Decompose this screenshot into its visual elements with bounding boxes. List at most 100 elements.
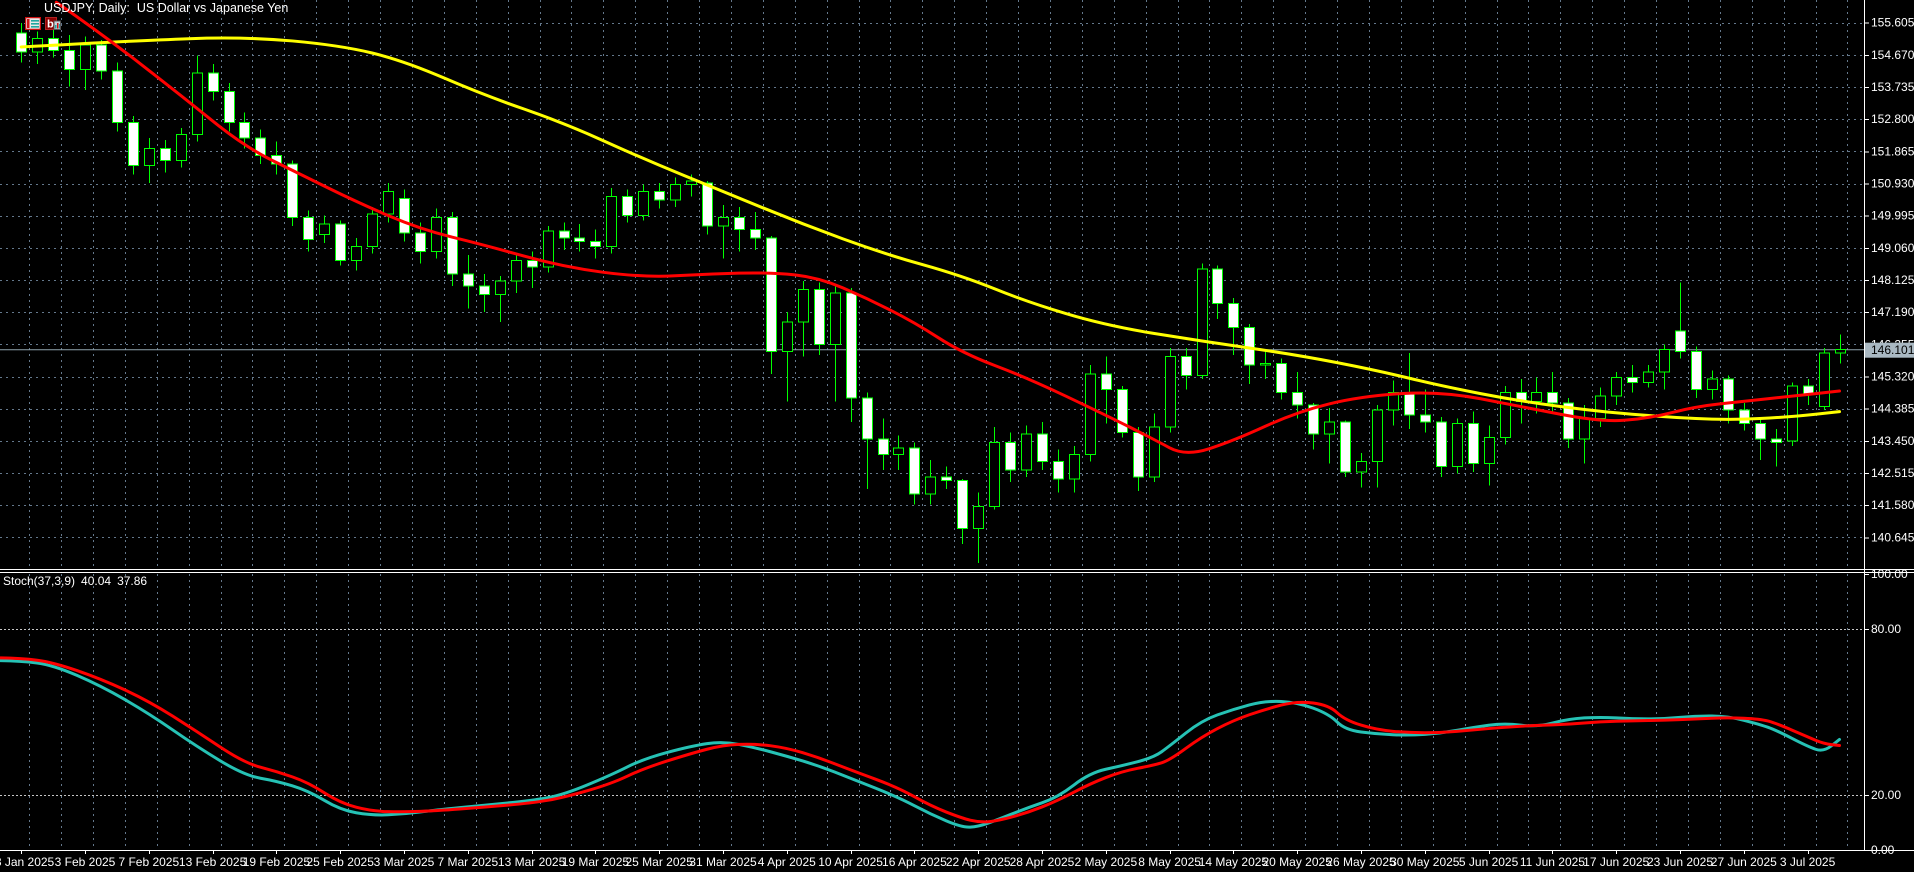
date-label[interactable]: 14 May 2025 — [1199, 855, 1269, 869]
candle-body — [367, 213, 378, 248]
candle-body — [1436, 421, 1447, 468]
date-label[interactable]: 30 May 2025 — [1390, 855, 1460, 869]
ma_fast_red-line — [54, 0, 1841, 454]
candle-body — [64, 49, 75, 70]
candle-body — [1356, 461, 1367, 473]
price-tick-label[interactable]: 140.645 — [1871, 530, 1914, 544]
date-label[interactable]: 22 Apr 2025 — [946, 855, 1011, 869]
candle-body — [941, 476, 952, 481]
date-label[interactable]: 13 Mar 2025 — [498, 855, 566, 869]
date-label[interactable]: 31 Mar 2025 — [689, 855, 757, 869]
candle-body — [1659, 349, 1670, 373]
price-tick-label[interactable]: 154.670 — [1871, 48, 1914, 62]
date-label[interactable]: 3 Jul 2025 — [1780, 855, 1836, 869]
candle-body — [893, 447, 904, 456]
candle-body — [463, 273, 474, 287]
candle-body — [989, 442, 1000, 507]
price-tick-label[interactable]: 149.995 — [1871, 209, 1914, 223]
chart-plot-area[interactable] — [0, 0, 1864, 850]
date-label[interactable]: 11 Jun 2025 — [1520, 855, 1585, 869]
date-label[interactable]: 5 Jun 2025 — [1459, 855, 1519, 869]
price-tick-label[interactable]: 145.320 — [1871, 370, 1914, 384]
date-label[interactable]: 3 Mar 2025 — [374, 855, 435, 869]
date-label[interactable]: 25 Mar 2025 — [626, 855, 694, 869]
price-tick-label[interactable]: 152.800 — [1871, 112, 1914, 126]
date-label[interactable]: 17 Jun 2025 — [1583, 855, 1649, 869]
candle-body — [1149, 426, 1160, 478]
date-label[interactable]: 19 Feb 2025 — [243, 855, 311, 869]
price-tick-label[interactable]: 153.735 — [1871, 80, 1914, 94]
price-tick-label[interactable]: 151.865 — [1871, 144, 1914, 158]
candle-body — [1531, 392, 1542, 402]
date-label[interactable]: 2 May 2025 — [1074, 855, 1137, 869]
price-tick-label[interactable]: 149.060 — [1871, 241, 1914, 255]
candle-body — [654, 190, 665, 201]
indicator-tick-label[interactable]: 20.00 — [1871, 788, 1901, 802]
price-tick-label[interactable]: 150.930 — [1871, 177, 1914, 191]
candle-body — [447, 216, 458, 275]
date-label[interactable]: 4 Apr 2025 — [758, 855, 816, 869]
date-label[interactable]: 3 Feb 2025 — [55, 855, 116, 869]
candle-body — [814, 289, 825, 346]
date-label[interactable]: 23 Jun 2025 — [1647, 855, 1713, 869]
indicators-list-icon[interactable] — [4, 2, 42, 31]
candle-body — [1324, 421, 1335, 435]
candle-body — [957, 479, 968, 530]
price-tick-label[interactable]: 148.125 — [1871, 273, 1914, 287]
candle-body — [1308, 404, 1319, 435]
price-tick-label[interactable]: 143.450 — [1871, 434, 1914, 448]
candle-body — [383, 190, 394, 215]
candle-body — [1500, 392, 1511, 438]
candle-body — [1181, 356, 1192, 377]
current-price-box — [1865, 342, 1914, 358]
candle-body — [734, 216, 745, 230]
date-label[interactable]: 26 May 2025 — [1326, 855, 1396, 869]
date-label[interactable]: 28 Apr 2025 — [1010, 855, 1075, 869]
pane-separator[interactable] — [0, 568, 1914, 574]
chart-symbol-icon[interactable]: b — [24, 2, 61, 31]
candle-body — [1117, 388, 1128, 433]
candle-body — [782, 321, 793, 352]
date-label[interactable]: 7 Feb 2025 — [118, 855, 179, 869]
candle-body — [1643, 371, 1654, 383]
date-label[interactable]: 10 Apr 2025 — [818, 855, 883, 869]
candle-body — [1005, 442, 1016, 471]
indicator-name: Stoch(37,3,9) — [3, 574, 76, 588]
chart-title-bar: b USDJPY, Daily: US Dollar vs Japanese Y… — [4, 1, 288, 31]
price-tick-label[interactable]: 144.385 — [1871, 402, 1914, 416]
date-label[interactable]: 13 Feb 2025 — [179, 855, 247, 869]
price-tick-label[interactable]: 155.605 — [1871, 16, 1914, 30]
date-label[interactable]: 20 May 2025 — [1263, 855, 1333, 869]
candle-body — [925, 476, 936, 495]
indicator-label: Stoch(37,3,9) 40.04 37.86 — [3, 575, 153, 588]
date-label[interactable]: 27 Jun 2025 — [1711, 855, 1777, 869]
candle-body — [750, 228, 761, 239]
indicator-tick-label[interactable]: 80.00 — [1871, 622, 1901, 636]
candle-body — [144, 147, 155, 167]
candle-body — [239, 122, 250, 139]
price-tick-label[interactable]: 147.190 — [1871, 305, 1914, 319]
candle-body — [1292, 392, 1303, 406]
candle-body — [96, 44, 107, 72]
price-tick-label[interactable]: 141.580 — [1871, 498, 1914, 512]
candle-body — [527, 259, 538, 268]
date-label[interactable]: 8 May 2025 — [1138, 855, 1201, 869]
candle-body — [1675, 330, 1686, 352]
candle-body — [319, 223, 330, 235]
date-label[interactable]: 28 Jan 2025 — [0, 855, 55, 869]
date-label[interactable]: 7 Mar 2025 — [437, 855, 498, 869]
candle-body — [606, 196, 617, 248]
date-label[interactable]: 19 Mar 2025 — [562, 855, 630, 869]
price-tick-label[interactable]: 142.515 — [1871, 466, 1914, 480]
candle-body — [80, 44, 91, 70]
date-label[interactable]: 25 Feb 2025 — [307, 855, 375, 869]
date-label[interactable]: 16 Apr 2025 — [882, 855, 947, 869]
candle-body — [415, 232, 426, 253]
candle-body — [1835, 349, 1846, 354]
candle-body — [622, 196, 633, 217]
indicator-tick-label[interactable]: 100.00 — [1871, 567, 1908, 581]
indicator-tick-label[interactable]: 0.00 — [1871, 843, 1895, 857]
